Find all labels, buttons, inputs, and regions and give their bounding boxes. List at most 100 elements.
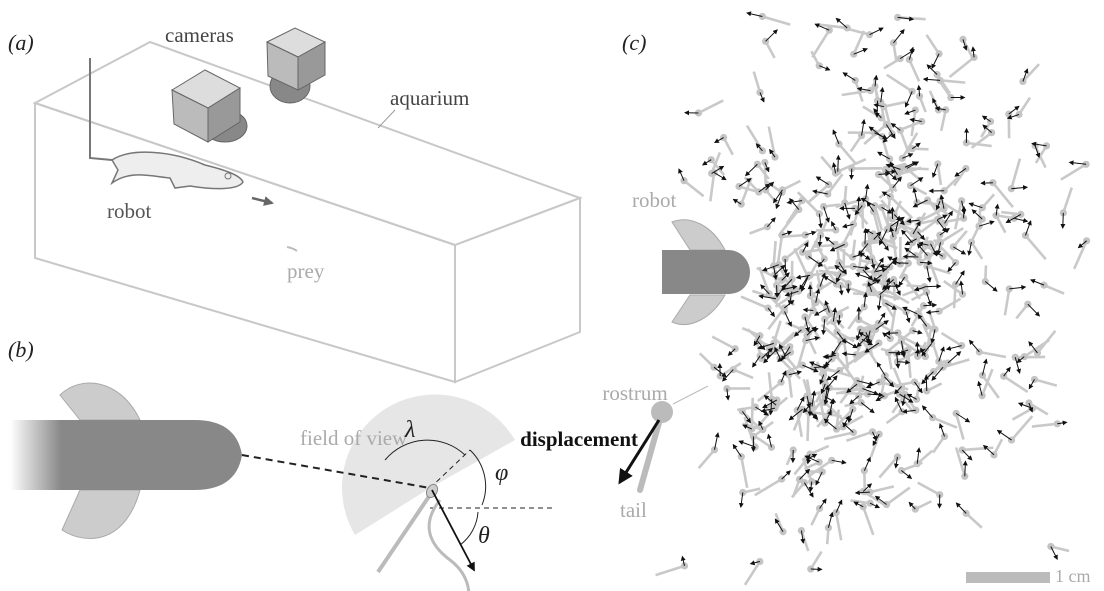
- prey-rostrum: [767, 443, 776, 451]
- displacement-arrow: [849, 395, 860, 405]
- prey-tail: [1003, 288, 1011, 316]
- prey-tail: [932, 238, 957, 264]
- displacement-arrow: [732, 198, 742, 205]
- displacement-arrow: [902, 153, 914, 159]
- displacement-arrow: [877, 151, 890, 160]
- prey-tail: [856, 253, 863, 278]
- displacement-arrow: [763, 395, 777, 406]
- displacement-arrow: [781, 278, 793, 291]
- prey-rostrum: [958, 290, 967, 298]
- prey-tail: [801, 302, 817, 331]
- prey-rostrum: [939, 252, 947, 260]
- prey-tail: [932, 416, 958, 429]
- displacement-arrow: [917, 314, 928, 327]
- displacement-arrow: [802, 307, 814, 313]
- displacement-arrow: [962, 460, 968, 477]
- displacement-arrow: [808, 481, 814, 493]
- displacement-arrow: [838, 261, 847, 275]
- displacement-arrow: [938, 346, 945, 362]
- displacement-arrow: [854, 490, 870, 496]
- displacement-arrow: [818, 258, 825, 268]
- displacement-arrow: [984, 281, 998, 292]
- prey-rostrum: [817, 231, 825, 239]
- displacement-arrow: [805, 230, 817, 236]
- prey-tail: [827, 265, 854, 270]
- displacement-arrow: [815, 471, 823, 486]
- displacement-arrow: [893, 214, 905, 226]
- displacement-arrow: [1006, 114, 1020, 120]
- prey-rostrum: [737, 200, 745, 208]
- displacement-arrow: [899, 49, 916, 60]
- displacement-arrow: [890, 216, 905, 227]
- displacement-arrow: [738, 492, 744, 509]
- prey-tail: [817, 393, 827, 424]
- displacement-arrow: [1003, 366, 1011, 377]
- displacement-arrow: [819, 65, 831, 71]
- displacement-arrow: [725, 388, 731, 401]
- displacement-arrow: [802, 364, 819, 373]
- prey-tail: [752, 289, 777, 300]
- displacement-arrow: [835, 499, 843, 513]
- prey-rostrum: [934, 106, 943, 114]
- prey-tail: [806, 412, 810, 442]
- displacement-arrow: [817, 234, 823, 247]
- displacement-arrow: [846, 383, 858, 393]
- displacement-arrow: [755, 143, 763, 152]
- displacement-arrow: [702, 159, 712, 166]
- displacement-arrow: [768, 399, 774, 416]
- prey-tail: [841, 89, 871, 97]
- prey-rostrum: [720, 133, 728, 142]
- displacement-arrow: [832, 129, 840, 145]
- fov-label: field of view: [300, 426, 408, 450]
- displacement-arrow: [882, 279, 894, 291]
- displacement-arrow: [874, 495, 887, 505]
- prey-tail: [877, 173, 898, 193]
- prey-tail: [807, 183, 830, 204]
- prey-glyph: [286, 246, 298, 252]
- panel-label: (b): [8, 337, 34, 362]
- displacement-arrow: [836, 273, 842, 283]
- displacement-arrow: [774, 346, 781, 359]
- displacement-arrow: [980, 180, 993, 186]
- displacement-arrow: [741, 411, 751, 424]
- prey-label: prey: [287, 259, 325, 283]
- prey-tail: [1043, 283, 1065, 295]
- displacement-arrow: [947, 351, 962, 364]
- displacement-arrow: [826, 370, 840, 381]
- displacement-arrow: [938, 423, 945, 437]
- displacement-arrow: [994, 203, 1000, 216]
- motion-arrow: [251, 196, 274, 206]
- displacement-arrow: [982, 444, 995, 456]
- displacement-arrow: [885, 169, 898, 181]
- prey-rostrum: [775, 261, 783, 269]
- displacement-arrow: [1011, 185, 1028, 191]
- displacement-arrow: [772, 265, 778, 281]
- displacement-arrow: [894, 396, 903, 412]
- displacement-arrow: [968, 202, 983, 209]
- displacement-arrow: [885, 163, 901, 170]
- prey-rostrum: [908, 87, 916, 95]
- displacement-arrow: [780, 370, 787, 383]
- prey-tail: [861, 205, 865, 229]
- prey-tail: [878, 456, 899, 479]
- prey-tail: [779, 357, 802, 380]
- displacement-arrow: [879, 285, 891, 295]
- displacement-arrow: [808, 327, 819, 333]
- displacement-arrow: [926, 266, 932, 283]
- displacement-arrow: [796, 396, 805, 411]
- camera-face: [297, 41, 326, 91]
- prey-tail: [991, 181, 1014, 209]
- panel-a: (a) cameras aquarium robot prey: [8, 23, 583, 384]
- prey-tail: [811, 29, 831, 59]
- displacement-arrow: [758, 183, 771, 193]
- prey-tail: [970, 131, 993, 149]
- displacement-arrow: [924, 283, 942, 289]
- displacement-arrow: [823, 275, 837, 285]
- displacement-arrow: [752, 355, 761, 368]
- displacement-arrow: [722, 369, 734, 382]
- prey-rostrum: [866, 87, 875, 95]
- prey-rostrum: [923, 387, 931, 395]
- displacement-arrow: [799, 468, 811, 480]
- prey-rostrum: [751, 443, 759, 451]
- displacement-arrow: [926, 64, 938, 75]
